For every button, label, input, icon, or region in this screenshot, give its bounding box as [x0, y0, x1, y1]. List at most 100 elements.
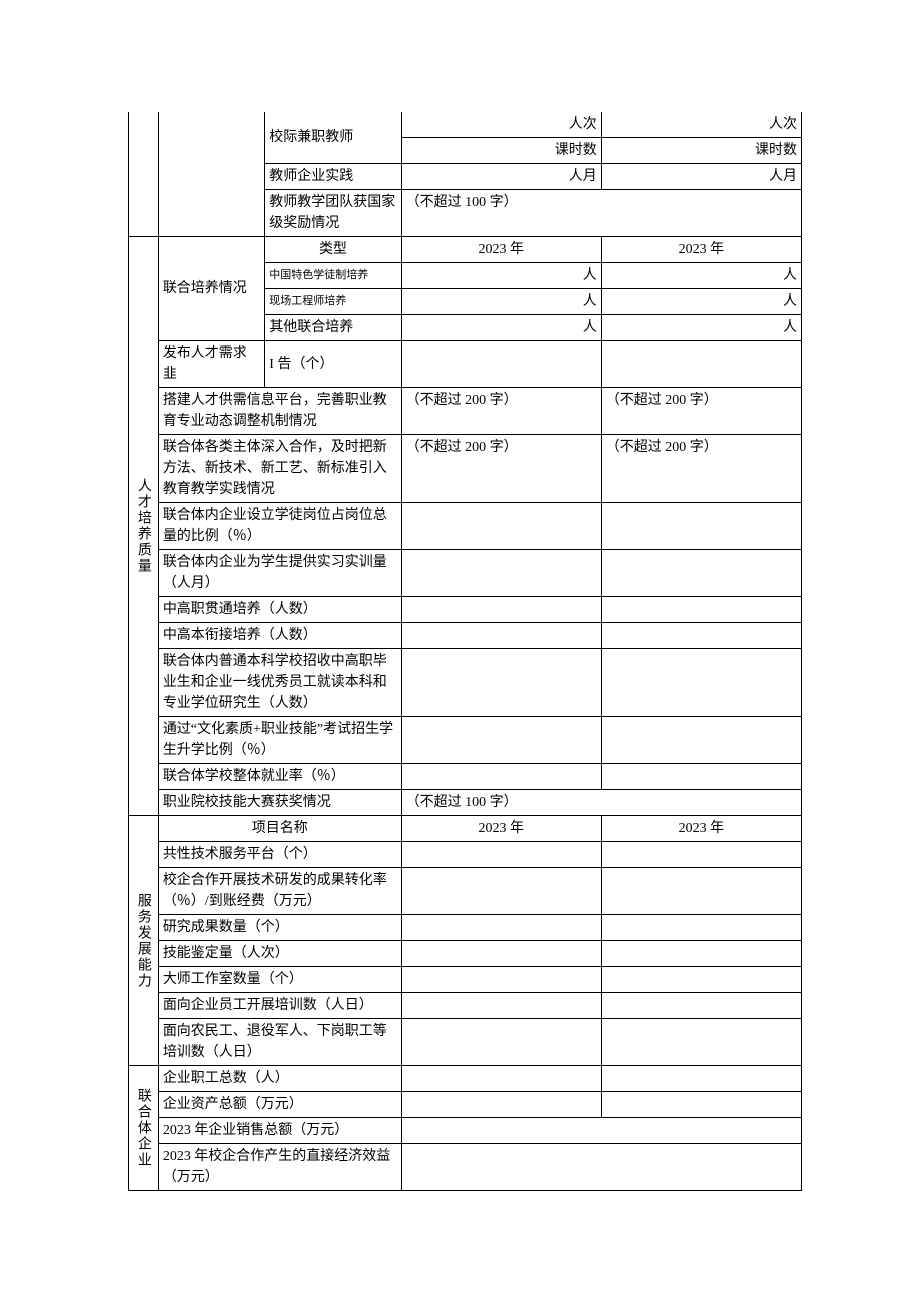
table-row: 大师工作室数量（个）: [129, 967, 802, 993]
table-row: 职业院校技能大赛获奖情况 （不超过 100 字）: [129, 790, 802, 816]
cell-value: [401, 993, 601, 1019]
table-row: 联合体学校整体就业率（％）: [129, 764, 802, 790]
cell-value: 人月: [401, 164, 601, 190]
cell-value: 2023 年: [401, 816, 601, 842]
cell-value: 人: [401, 315, 601, 341]
cell-value: （不超过 100 字）: [401, 190, 801, 237]
table-row: 校企合作开展技术研发的成果转化率（％）/到账经费（万元）: [129, 868, 802, 915]
cell-label: 面向农民工、退役军人、下岗职工等培训数（人日）: [158, 1019, 401, 1066]
cell-label: 中国特色学徒制培养: [265, 263, 401, 289]
cell-value: [401, 1066, 601, 1092]
cell-value: [601, 649, 801, 717]
table-row: 服务发展能力 项目名称 2023 年 2023 年: [129, 816, 802, 842]
cell-value: 2023 年: [401, 237, 601, 263]
cell-label: 联合培养情况: [158, 237, 264, 341]
cell-value: [601, 868, 801, 915]
cell-value: [601, 764, 801, 790]
cell-value: [401, 341, 601, 388]
cell-label: 校际兼职教师: [265, 112, 401, 164]
table-row: 共性技术服务平台（个）: [129, 842, 802, 868]
cell-value: [601, 842, 801, 868]
cell-label: I 告（个）: [265, 341, 401, 388]
cell-value: [601, 915, 801, 941]
cell-label: 其他联合培养: [265, 315, 401, 341]
cell-value: [401, 1118, 801, 1144]
cell-value: [401, 597, 601, 623]
cell-label: 企业资产总额（万元）: [158, 1092, 401, 1118]
cell-label: 中高本衔接培养（人数）: [158, 623, 401, 649]
cell-value: [601, 941, 801, 967]
cell-value: [401, 967, 601, 993]
cell-value: （不超过 200 字）: [401, 388, 601, 435]
cell-value: [401, 717, 601, 764]
cell-label: 技能鉴定量（人次）: [158, 941, 401, 967]
cell-value: 人: [601, 263, 801, 289]
cell-value: [601, 1066, 801, 1092]
cell-value: 课时数: [401, 138, 601, 164]
cell-label: 教师教学团队获国家级奖励情况: [265, 190, 401, 237]
cell-value: 课时数: [601, 138, 801, 164]
table-row: 通过“文化素质+职业技能”考试招生学生升学比例（％）: [129, 717, 802, 764]
cell-value: 人: [601, 315, 801, 341]
cell-value: [401, 868, 601, 915]
cell-label: 研究成果数量（个）: [158, 915, 401, 941]
cell-value: [601, 967, 801, 993]
table-row: 研究成果数量（个）: [129, 915, 802, 941]
cell-value: [601, 1019, 801, 1066]
cell-label: 发布人才需求韭: [158, 341, 264, 388]
table-row: 发布人才需求韭 I 告（个）: [129, 341, 802, 388]
table-row: 人才培养质量 联合培养情况 类型 2023 年 2023 年: [129, 237, 802, 263]
cell-label: 现场工程师培养: [265, 289, 401, 315]
cell-label: 项目名称: [158, 816, 401, 842]
cell-value: 人: [401, 289, 601, 315]
cell-value: （不超过 200 字）: [401, 435, 601, 503]
cell-value: [601, 503, 801, 550]
table-row: 2023 年校企合作产生的直接经济效益（万元）: [129, 1144, 802, 1191]
cell-value: （不超过 200 字）: [601, 388, 801, 435]
cell-label: 大师工作室数量（个）: [158, 967, 401, 993]
cell-label: 共性技术服务平台（个）: [158, 842, 401, 868]
cell-value: [401, 941, 601, 967]
cell-value: [601, 717, 801, 764]
cell-label: 2023 年企业销售总额（万元）: [158, 1118, 401, 1144]
table-row: 技能鉴定量（人次）: [129, 941, 802, 967]
cell-value: 人: [401, 263, 601, 289]
cell-label: 教师企业实践: [265, 164, 401, 190]
cell-label: 搭建人才供需信息平台，完善职业教育专业动态调整机制情况: [158, 388, 401, 435]
table-row: 搭建人才供需信息平台，完善职业教育专业动态调整机制情况 （不超过 200 字） …: [129, 388, 802, 435]
cell-label: 联合体内企业设立学徒岗位占岗位总量的比例（％）: [158, 503, 401, 550]
cell-value: （不超过 100 字）: [401, 790, 801, 816]
cell-value: [601, 1092, 801, 1118]
cell-value: [401, 764, 601, 790]
table-row: 面向农民工、退役军人、下岗职工等培训数（人日）: [129, 1019, 802, 1066]
table-row: 联合体内企业设立学徒岗位占岗位总量的比例（％）: [129, 503, 802, 550]
main-table: 校际兼职教师 人次 人次 课时数 课时数 教师企业实践 人月 人月 教师教学团队…: [128, 112, 802, 1191]
cell-label: 面向企业员工开展培训数（人日）: [158, 993, 401, 1019]
cell-value: 2023 年: [601, 237, 801, 263]
table-row: 联合体内企业为学生提供实习实训量（人月）: [129, 550, 802, 597]
cell-label: 校企合作开展技术研发的成果转化率（％）/到账经费（万元）: [158, 868, 401, 915]
section-label-enterprise: 联合体企业: [129, 1066, 159, 1191]
table-row: 中高职贯通培养（人数）: [129, 597, 802, 623]
table-row: 2023 年企业销售总额（万元）: [129, 1118, 802, 1144]
cell-value: [401, 842, 601, 868]
cell-label: 联合体各类主体深入合作，及时把新方法、新技术、新工艺、新标准引入教育教学实践情况: [158, 435, 401, 503]
cell-value: [601, 550, 801, 597]
table-row: 面向企业员工开展培训数（人日）: [129, 993, 802, 1019]
table-row: 联合体各类主体深入合作，及时把新方法、新技术、新工艺、新标准引入教育教学实践情况…: [129, 435, 802, 503]
cell-value: 人月: [601, 164, 801, 190]
cell-label: 职业院校技能大赛获奖情况: [158, 790, 401, 816]
cell-label: 联合体学校整体就业率（％）: [158, 764, 401, 790]
cell-value: [401, 649, 601, 717]
cell-value: 人: [601, 289, 801, 315]
cell-value: [401, 623, 601, 649]
table-row: 中高本衔接培养（人数）: [129, 623, 802, 649]
cell-value: [401, 1144, 801, 1191]
cell-value: 人次: [601, 112, 801, 138]
cell-value: [601, 597, 801, 623]
table-row: 联合体企业 企业职工总数（人）: [129, 1066, 802, 1092]
cell-value: [601, 993, 801, 1019]
cell-label: 企业职工总数（人）: [158, 1066, 401, 1092]
cell-label: 2023 年校企合作产生的直接经济效益（万元）: [158, 1144, 401, 1191]
table-row: 校际兼职教师 人次 人次: [129, 112, 802, 138]
